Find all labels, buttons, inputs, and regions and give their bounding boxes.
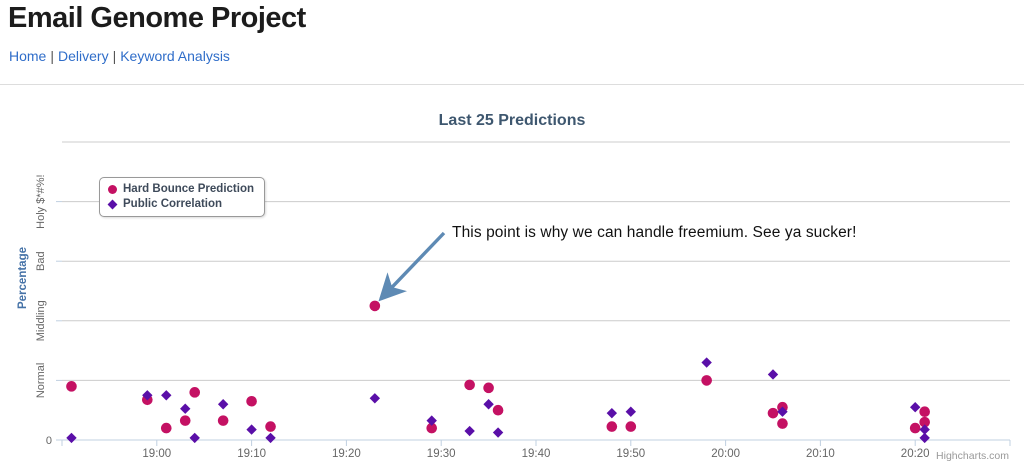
data-point-diamond[interactable] — [66, 432, 77, 444]
legend-label: Public Correlation — [123, 198, 223, 210]
page-title: Email Genome Project — [8, 2, 306, 34]
y-axis-title: Percentage — [17, 247, 29, 309]
series-hard-bounce — [66, 300, 930, 434]
data-point-diamond[interactable] — [777, 406, 788, 417]
x-tick-label: 19:20 — [332, 448, 361, 460]
data-point-circle[interactable] — [701, 375, 712, 386]
chart-legend: Hard Bounce Prediction Public Correlatio… — [99, 177, 265, 217]
data-point-diamond[interactable] — [464, 425, 475, 437]
header-divider — [0, 84, 1024, 85]
data-point-circle[interactable] — [246, 395, 257, 407]
diamond-marker-icon — [107, 199, 118, 210]
data-point-circle[interactable] — [66, 381, 77, 392]
data-point-diamond[interactable] — [142, 390, 153, 401]
nav-link-delivery[interactable]: Delivery — [58, 48, 109, 64]
nav-link-home[interactable]: Home — [9, 48, 47, 64]
chart-annotation-text: This point is why we can handle freemium… — [452, 224, 857, 241]
data-point-circle[interactable] — [909, 422, 921, 434]
data-point-circle[interactable] — [426, 422, 438, 434]
data-point-circle[interactable] — [464, 379, 475, 391]
data-point-circle[interactable] — [369, 300, 381, 312]
data-point-circle[interactable] — [217, 415, 229, 426]
data-point-circle[interactable] — [160, 422, 172, 434]
data-point-circle[interactable] — [777, 418, 788, 429]
x-tick-label: 19:10 — [237, 448, 266, 460]
data-point-circle[interactable] — [265, 421, 276, 432]
x-tick-label: 20:20 — [901, 448, 930, 460]
y-tick-label: Middling — [35, 300, 47, 341]
y-tick-label: Normal — [35, 363, 47, 398]
legend-item-public-correlation[interactable]: Public Correlation — [107, 197, 254, 212]
x-tick-label: 19:40 — [522, 448, 551, 460]
data-point-diamond[interactable] — [483, 399, 494, 410]
data-point-diamond[interactable] — [265, 432, 276, 444]
data-point-circle[interactable] — [483, 382, 494, 394]
data-point-diamond[interactable] — [217, 399, 229, 410]
x-tick-label: 20:10 — [806, 448, 835, 460]
data-point-circle[interactable] — [919, 416, 930, 428]
data-point-circle[interactable] — [625, 421, 637, 432]
x-tick-label: 19:30 — [427, 448, 456, 460]
nav-link-keyword-analysis[interactable]: Keyword Analysis — [120, 48, 230, 64]
data-point-circle[interactable] — [919, 406, 930, 417]
data-point-circle[interactable] — [492, 404, 504, 416]
breadcrumb-nav: Home | Delivery | Keyword Analysis — [9, 48, 230, 64]
circle-marker-icon — [108, 185, 117, 194]
data-point-diamond[interactable] — [767, 369, 779, 380]
data-point-diamond[interactable] — [180, 403, 191, 414]
data-point-diamond[interactable] — [492, 427, 504, 438]
series-public-correlation — [66, 357, 930, 444]
data-point-diamond[interactable] — [919, 432, 930, 444]
data-point-circle[interactable] — [767, 407, 779, 419]
data-point-diamond[interactable] — [161, 390, 172, 401]
data-point-diamond[interactable] — [919, 424, 930, 435]
data-point-diamond[interactable] — [910, 402, 921, 413]
x-tick-label: 20:00 — [711, 448, 740, 460]
chart-title: Last 25 Predictions — [438, 112, 586, 129]
legend-label: Hard Bounce Prediction — [123, 183, 254, 195]
annotation-arrow — [378, 231, 446, 302]
data-point-circle[interactable] — [189, 387, 201, 398]
data-point-diamond[interactable] — [369, 393, 381, 404]
legend-item-hard-bounce[interactable]: Hard Bounce Prediction — [108, 182, 254, 197]
nav-separator: | — [112, 48, 117, 64]
data-point-diamond[interactable] — [189, 432, 200, 444]
highcharts-credit-link[interactable]: Highcharts.com — [936, 450, 1009, 462]
y-tick-label: Holy $*#%! — [35, 174, 47, 228]
y-tick-label: Bad — [35, 251, 47, 271]
nav-separator: | — [50, 48, 54, 64]
data-point-diamond[interactable] — [606, 407, 618, 419]
y-tick-label: 0 — [46, 435, 52, 447]
data-point-diamond[interactable] — [625, 406, 636, 417]
data-point-diamond[interactable] — [246, 424, 257, 435]
x-tick-label: 19:50 — [616, 448, 645, 460]
data-point-diamond[interactable] — [426, 415, 437, 426]
data-point-circle[interactable] — [606, 421, 618, 432]
data-point-circle[interactable] — [179, 415, 191, 426]
data-point-diamond[interactable] — [701, 357, 712, 368]
x-tick-label: 19:00 — [142, 448, 171, 460]
